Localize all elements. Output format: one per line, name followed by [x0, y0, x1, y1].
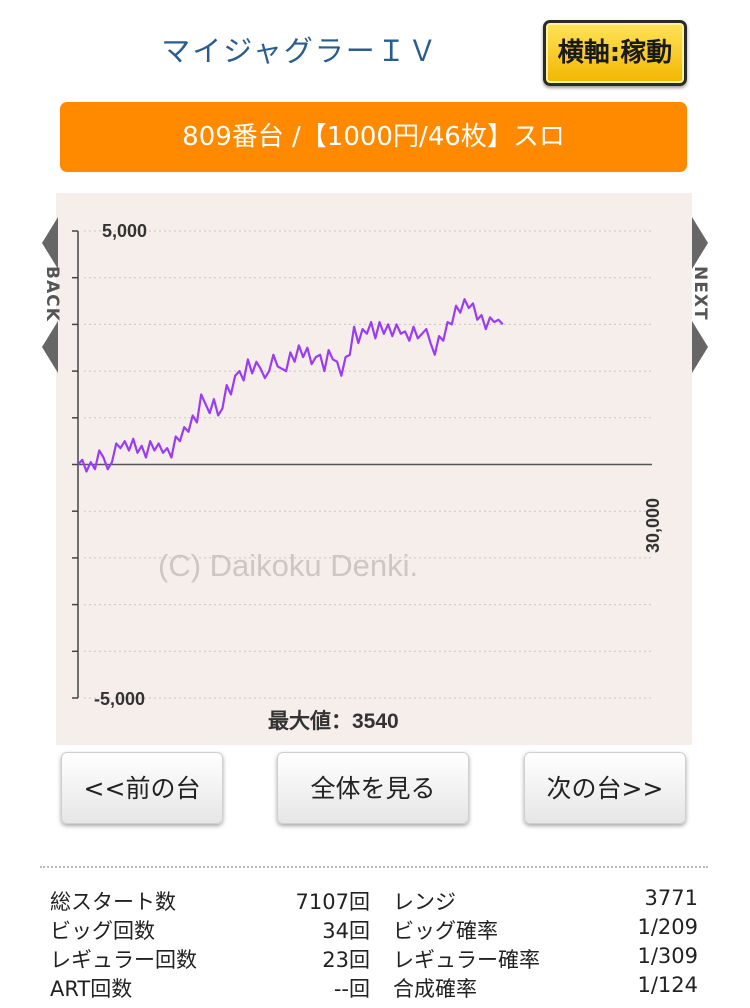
chart-area: (C) Daikoku Denki. 5,000 -5,000 30,000 最…: [56, 193, 692, 745]
back-arrow-icon: [42, 217, 58, 269]
stat-value: 3771: [644, 886, 698, 910]
stat-value: 7107回: [295, 890, 370, 914]
series-line: [77, 298, 504, 473]
stat-value: 34回: [322, 919, 370, 943]
stat-row: ART回数 --回 合成確率 1/124: [50, 973, 700, 1002]
next-arrow-icon: [692, 321, 708, 373]
stat-label: ビッグ確率: [393, 919, 498, 943]
stat-value: 1/124: [637, 973, 698, 997]
stat-label: 合成確率: [393, 977, 477, 1001]
stat-row: ビッグ回数 34回 ビッグ確率 1/209: [50, 915, 700, 944]
next-arrows[interactable]: [690, 215, 710, 375]
chart-watermark: (C) Daikoku Denki.: [158, 548, 418, 583]
max-value-label: 最大値：3540: [268, 709, 399, 733]
slump-chart: (C) Daikoku Denki. 5,000 -5,000 30,000 最…: [72, 221, 663, 733]
stat-label: レギュラー回数: [50, 948, 197, 972]
stat-label: 総スタート数: [50, 890, 176, 914]
stat-value: 1/209: [637, 915, 698, 939]
machine-banner: 809番台 /【1000円/46枚】スロ: [60, 102, 687, 172]
stats-table: 総スタート数 7107回 レンジ 3771 ビッグ回数 34回 ビッグ確率 1/…: [50, 886, 700, 1002]
chart-ticks: [72, 230, 78, 699]
x-end-label: 30,000: [643, 498, 663, 553]
machine-title: マイジャグラーＩＶ: [161, 34, 439, 68]
back-label[interactable]: BACK: [42, 266, 62, 322]
divider: [40, 866, 708, 868]
stat-label: レギュラー確率: [393, 948, 540, 972]
stat-value: --回: [333, 977, 370, 1001]
back-arrows[interactable]: [40, 215, 60, 375]
stat-value: 1/309: [637, 944, 698, 968]
stat-value: 23回: [322, 948, 370, 972]
prev-machine-button[interactable]: <<前の台: [61, 752, 223, 824]
next-arrow-icon: [692, 217, 708, 269]
axis-toggle-button[interactable]: 横軸:稼動: [543, 20, 687, 86]
back-arrow-icon: [42, 321, 58, 373]
stat-row: レギュラー回数 23回 レギュラー確率 1/309: [50, 944, 700, 973]
view-all-button[interactable]: 全体を見る: [277, 752, 469, 824]
stat-row: 総スタート数 7107回 レンジ 3771: [50, 886, 700, 915]
stat-label: ART回数: [50, 977, 133, 1001]
y-bottom-label: -5,000: [94, 689, 145, 709]
y-top-label: 5,000: [102, 221, 147, 241]
next-machine-button[interactable]: 次の台>>: [524, 752, 686, 824]
next-label[interactable]: NEXT: [690, 266, 710, 321]
chart-grid: [77, 230, 652, 699]
stat-label: レンジ: [393, 890, 456, 914]
stat-label: ビッグ回数: [50, 919, 155, 943]
